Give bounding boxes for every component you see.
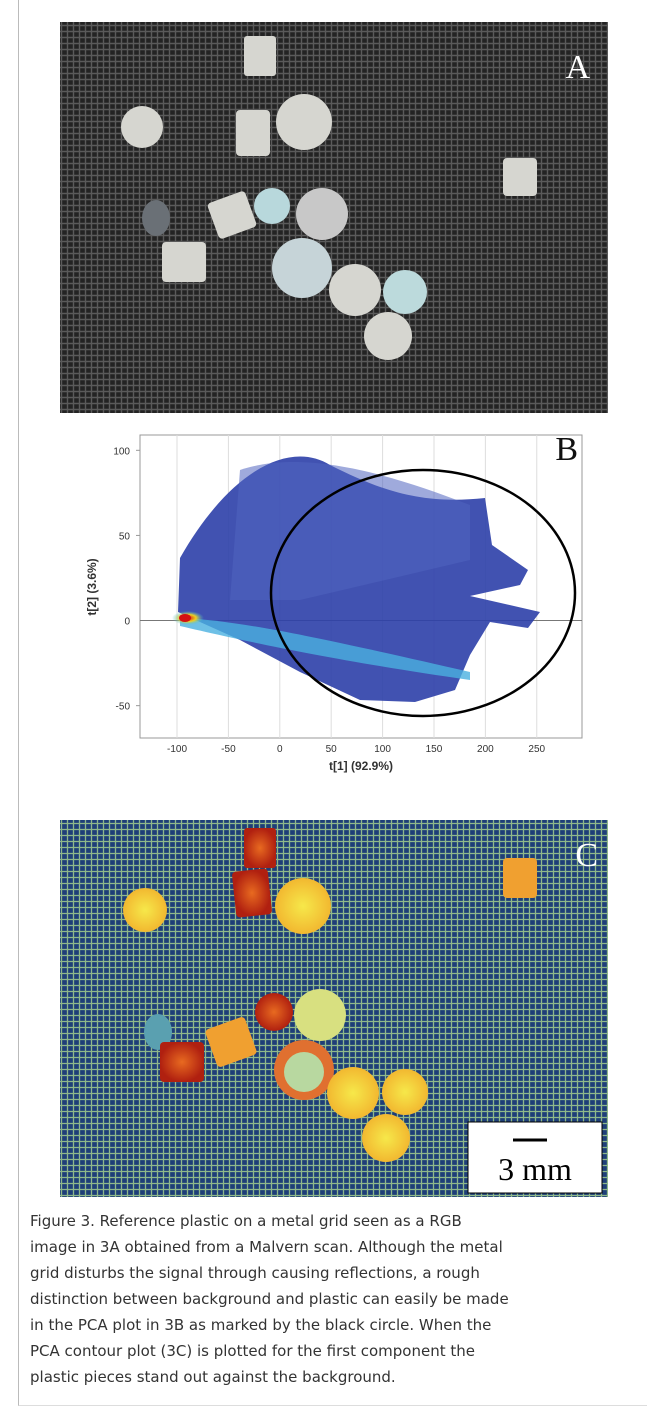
caption-line: PCA contour plot (3C) is plotted for the… <box>30 1338 640 1364</box>
caption-line: grid disturbs the signal through causing… <box>30 1260 640 1286</box>
panel-label: B <box>555 431 578 468</box>
x-tick-label: -100 <box>167 744 187 755</box>
photo-a: A <box>60 22 608 413</box>
x-tick-label: 50 <box>326 744 338 755</box>
caption-line: distinction between background and plast… <box>30 1286 640 1312</box>
caption-line: image in 3A obtained from a Malvern scan… <box>30 1234 640 1260</box>
y-tick-label: 0 <box>124 617 130 628</box>
figure: A B t[1] (92.9%) t[2] (3.6%) -100 -50 0 50 1… <box>0 0 648 1205</box>
y-axis-label: t[2] (3.6%) <box>85 558 99 615</box>
y-tick-label: 100 <box>113 446 130 457</box>
caption-line: plastic pieces stand out against the bac… <box>30 1364 640 1390</box>
caption: Figure 3. Reference plastic on a metal g… <box>30 1208 640 1390</box>
x-tick-label: -50 <box>221 744 236 755</box>
caption-line: Figure 3. Reference plastic on a metal g… <box>30 1208 640 1234</box>
x-tick-label: 250 <box>528 744 545 755</box>
plot-b: B t[1] (92.9%) t[2] (3.6%) -100 -50 0 50 100… <box>85 431 582 773</box>
panel-label: C <box>575 837 598 874</box>
scale-label: 3 mm <box>498 1151 572 1187</box>
caption-line: in the PCA plot in 3B as marked by the b… <box>30 1312 640 1338</box>
x-tick-label: 100 <box>374 744 391 755</box>
y-tick-label: -50 <box>116 702 131 713</box>
x-tick-label: 150 <box>426 744 443 755</box>
x-axis-label: t[1] (92.9%) <box>329 759 393 773</box>
x-tick-label: 200 <box>477 744 494 755</box>
photo-c: 3 mm C <box>60 820 608 1197</box>
x-tick-label: 0 <box>277 744 283 755</box>
y-tick-label: 50 <box>119 531 131 542</box>
page: A B t[1] (92.9%) t[2] (3.6%) -100 -50 0 50 1… <box>0 0 648 1407</box>
panel-label: A <box>565 49 590 86</box>
